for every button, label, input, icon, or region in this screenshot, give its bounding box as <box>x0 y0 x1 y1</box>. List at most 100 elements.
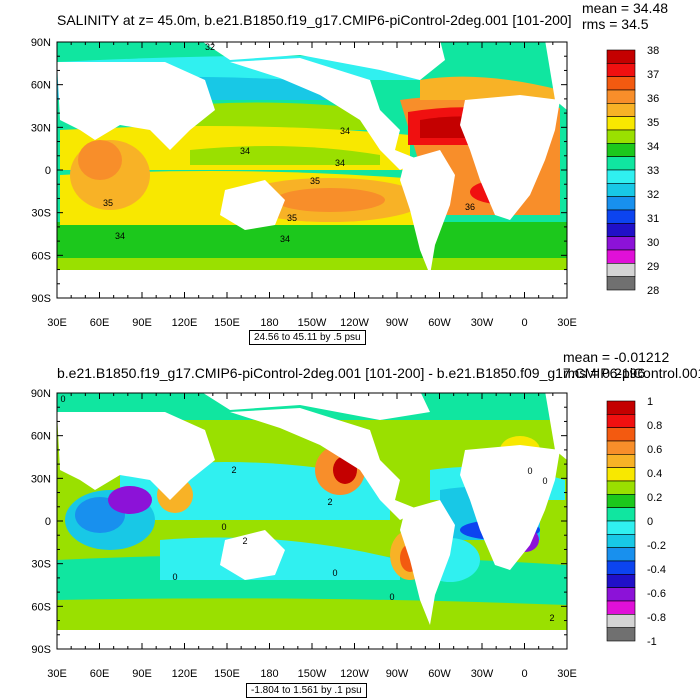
colorbar-box <box>606 263 636 277</box>
colorbar-label: 0.8 <box>647 420 662 432</box>
y-tick-label: 60N <box>31 80 51 92</box>
colorbar-box <box>606 560 636 575</box>
x-tick-label: 150W <box>298 668 327 680</box>
x-tick-label: 30E <box>47 668 67 680</box>
contour-label: 2 <box>242 536 247 546</box>
colorbar-box <box>606 627 636 642</box>
x-tick-label: 120W <box>340 668 369 680</box>
contour-label: 2 <box>231 465 236 475</box>
colorbar-box <box>606 480 636 495</box>
colorbar-label: 0 <box>647 516 653 528</box>
colorbar-label: 1 <box>647 396 653 408</box>
y-tick-label: 90S <box>31 644 51 656</box>
contour-label: 34 <box>340 126 350 136</box>
panel1-range-label: 24.56 to 45.11 by .5 psu <box>249 330 366 345</box>
x-tick-label: 90W <box>386 317 409 329</box>
x-tick-label: 30W <box>471 317 494 329</box>
x-tick-label: 30W <box>471 668 494 680</box>
y-tick-label: 0 <box>45 516 51 528</box>
contour-label: 2 <box>327 497 332 507</box>
panel1-mean: mean = 34.48 <box>582 0 669 16</box>
colorbar-box <box>606 169 636 184</box>
panel1-x-axis: 30E 60E 90E 120E 150E 180 150W 120W 90W 60W 30W 0 30… <box>47 42 577 329</box>
contour-label: 34 <box>115 231 125 241</box>
colorbar-box <box>606 223 636 237</box>
colorbar-box <box>606 249 636 264</box>
colorbar-box <box>606 600 636 615</box>
colorbar-label: 33 <box>647 165 659 177</box>
x-tick-label: 180 <box>260 668 278 680</box>
colorbar-label: -0.6 <box>647 588 666 600</box>
x-tick-label: 90E <box>132 668 152 680</box>
colorbar-box <box>606 574 636 588</box>
x-tick-label: 30E <box>47 317 67 329</box>
colorbar-box <box>606 183 636 197</box>
contour-label: 35 <box>103 198 113 208</box>
colorbar-box <box>606 494 636 508</box>
y-tick-label: 90S <box>31 293 51 305</box>
colorbar-box <box>606 400 636 415</box>
colorbar-label: 0.4 <box>647 468 662 480</box>
x-tick-label: 60E <box>90 668 110 680</box>
colorbar-box <box>606 196 636 211</box>
contour-label: 34 <box>240 146 250 156</box>
contour-label: 32 <box>205 42 215 52</box>
x-tick-label: 150E <box>214 317 240 329</box>
x-tick-label: 150E <box>214 668 240 680</box>
colorbar-box <box>606 236 636 251</box>
colorbar-label: 0.6 <box>647 444 662 456</box>
colorbar-box <box>606 89 636 104</box>
contour-label: 0 <box>527 466 532 476</box>
colorbar-label: 38 <box>647 45 659 57</box>
colorbar-label: -0.2 <box>647 540 666 552</box>
colorbar-box <box>606 534 636 548</box>
panel2-title: b.e21.B1850.f19_g17.CMIP6-piControl-2deg… <box>57 365 700 381</box>
contour-label: 0 <box>221 522 226 532</box>
y-tick-label: 60S <box>31 601 51 613</box>
contour-label: 2 <box>549 613 554 623</box>
y-tick-label: 30S <box>31 208 51 220</box>
x-tick-label: 90W <box>386 668 409 680</box>
colorbar-label: 35 <box>647 117 659 129</box>
colorbar-box <box>606 414 636 428</box>
colorbar-label: 29 <box>647 261 659 273</box>
contour-label: 35 <box>310 176 320 186</box>
colorbar-box <box>606 467 636 482</box>
colorbar-box <box>606 103 636 117</box>
x-tick-label: 60W <box>428 668 451 680</box>
panel2-rms: rms = 0.2196 <box>563 365 646 381</box>
colorbar-label: -0.8 <box>647 612 666 624</box>
contour-label: 0 <box>172 572 177 582</box>
colorbar-box <box>606 49 636 64</box>
colorbar-box <box>606 454 636 468</box>
colorbar-label: 37 <box>647 69 659 81</box>
panel1-map <box>57 42 567 298</box>
colorbar-box <box>606 63 636 77</box>
colorbar-box <box>606 427 636 442</box>
panel2-mean: mean = -0.01212 <box>563 349 670 365</box>
colorbar-box <box>606 116 636 131</box>
colorbar-label: 28 <box>647 285 659 297</box>
panel2-colorbar: 1 0.8 0.6 0.4 0.2 0 -0.2 -0.4 -0.6 -0.8 -1 <box>606 396 666 648</box>
contour-label: 34 <box>280 234 290 244</box>
y-tick-label: 60N <box>31 431 51 443</box>
y-tick-label: 0 <box>45 165 51 177</box>
panel1-contour-labels: 32 34 34 34 35 35 35 34 36 34 <box>103 42 475 244</box>
panel1-y-axis: 90N 60N 30N 0 30S 60S 90S <box>31 37 567 305</box>
colorbar-label: -0.4 <box>647 564 666 576</box>
y-tick-label: 30S <box>31 559 51 571</box>
contour-label: 35 <box>287 213 297 223</box>
colorbar-box <box>606 129 636 144</box>
colorbar-box <box>606 156 636 171</box>
colorbar-box <box>606 520 636 535</box>
y-tick-label: 90N <box>31 37 51 49</box>
x-tick-label: 30E <box>557 317 577 329</box>
colorbar-box <box>606 209 636 224</box>
x-tick-label: 60E <box>90 317 110 329</box>
panel1-land <box>57 42 567 275</box>
colorbar-box <box>606 547 636 562</box>
contour-label: 36 <box>465 202 475 212</box>
x-tick-label: 60W <box>428 317 451 329</box>
colorbar-box <box>606 614 636 628</box>
